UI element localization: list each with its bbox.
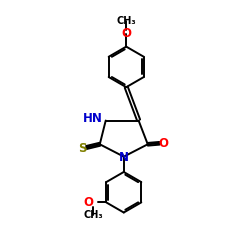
Text: S: S: [78, 142, 86, 155]
Text: HN: HN: [83, 112, 103, 125]
Text: O: O: [121, 27, 131, 40]
Text: O: O: [158, 136, 168, 149]
Text: CH₃: CH₃: [84, 210, 103, 220]
Text: N: N: [119, 151, 129, 164]
Text: O: O: [83, 196, 93, 209]
Text: CH₃: CH₃: [116, 16, 136, 26]
